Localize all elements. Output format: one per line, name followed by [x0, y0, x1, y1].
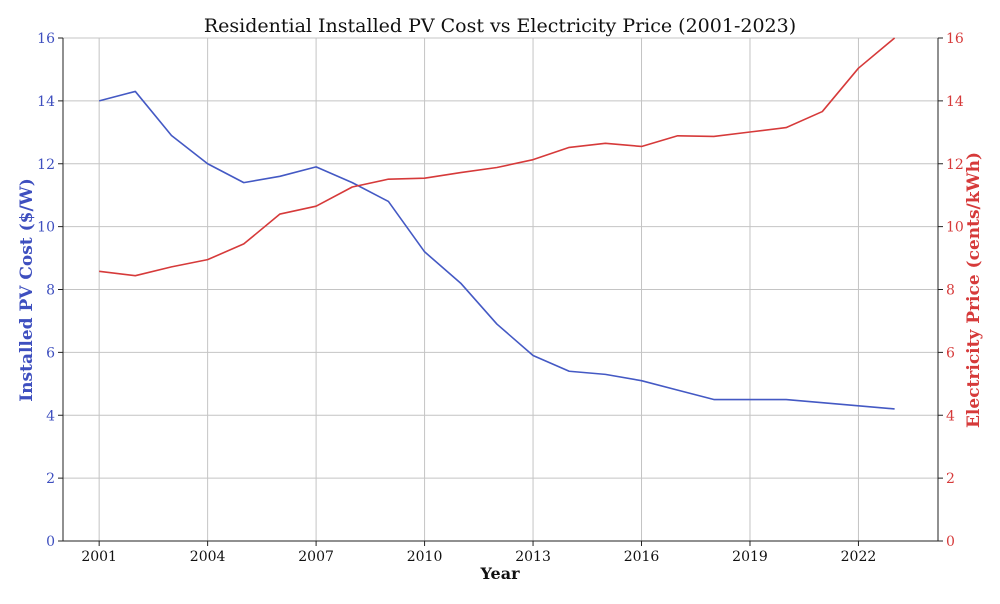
- x-axis-ticks: 2001 2004 2007 2010 2013 2016 2019 2022: [81, 541, 876, 565]
- x-tick-label: 2013: [515, 549, 551, 565]
- right-tick-label: 12: [946, 157, 964, 173]
- series-layer: [98, 37, 896, 410]
- right-tick-label: 16: [946, 31, 964, 47]
- pv-cost-line: [98, 90, 895, 410]
- right-tick-label: 0: [946, 534, 955, 550]
- right-axis-label: Electricity Price (cents/kWh): [964, 152, 984, 428]
- left-tick-label: 0: [46, 534, 55, 550]
- x-tick-label: 2019: [732, 549, 768, 565]
- x-axis-label: Year: [479, 564, 520, 583]
- left-tick-label: 12: [37, 157, 55, 173]
- grid-lines: [63, 37, 938, 542]
- x-tick-label: 2001: [81, 549, 117, 565]
- right-tick-label: 14: [946, 94, 964, 110]
- left-tick-label: 10: [37, 220, 55, 236]
- left-axis-label: Installed PV Cost ($/W): [17, 178, 37, 402]
- x-tick-label: 2010: [407, 549, 443, 565]
- right-tick-label: 10: [946, 220, 964, 236]
- right-tick-label: 8: [946, 283, 955, 299]
- x-tick-label: 2004: [190, 549, 226, 565]
- left-tick-label: 14: [37, 94, 55, 110]
- left-tick-label: 2: [46, 471, 55, 487]
- x-tick-label: 2016: [624, 549, 660, 565]
- left-tick-label: 6: [46, 345, 55, 361]
- right-axis-ticks: 0 2 4 6 8 10 12 14 16: [938, 31, 964, 550]
- electricity-price-line: [99, 37, 896, 277]
- chart-title: Residential Installed PV Cost vs Electri…: [204, 15, 796, 37]
- right-tick-label: 4: [946, 408, 955, 424]
- left-tick-label: 8: [46, 283, 55, 299]
- right-tick-label: 2: [946, 471, 955, 487]
- left-tick-label: 4: [46, 408, 55, 424]
- left-tick-label: 16: [37, 31, 55, 47]
- x-tick-label: 2007: [298, 549, 334, 565]
- left-axis-ticks: 0 2 4 6 8 10 12 14 16: [37, 31, 63, 550]
- x-tick-label: 2022: [841, 549, 877, 565]
- right-tick-label: 6: [946, 345, 955, 361]
